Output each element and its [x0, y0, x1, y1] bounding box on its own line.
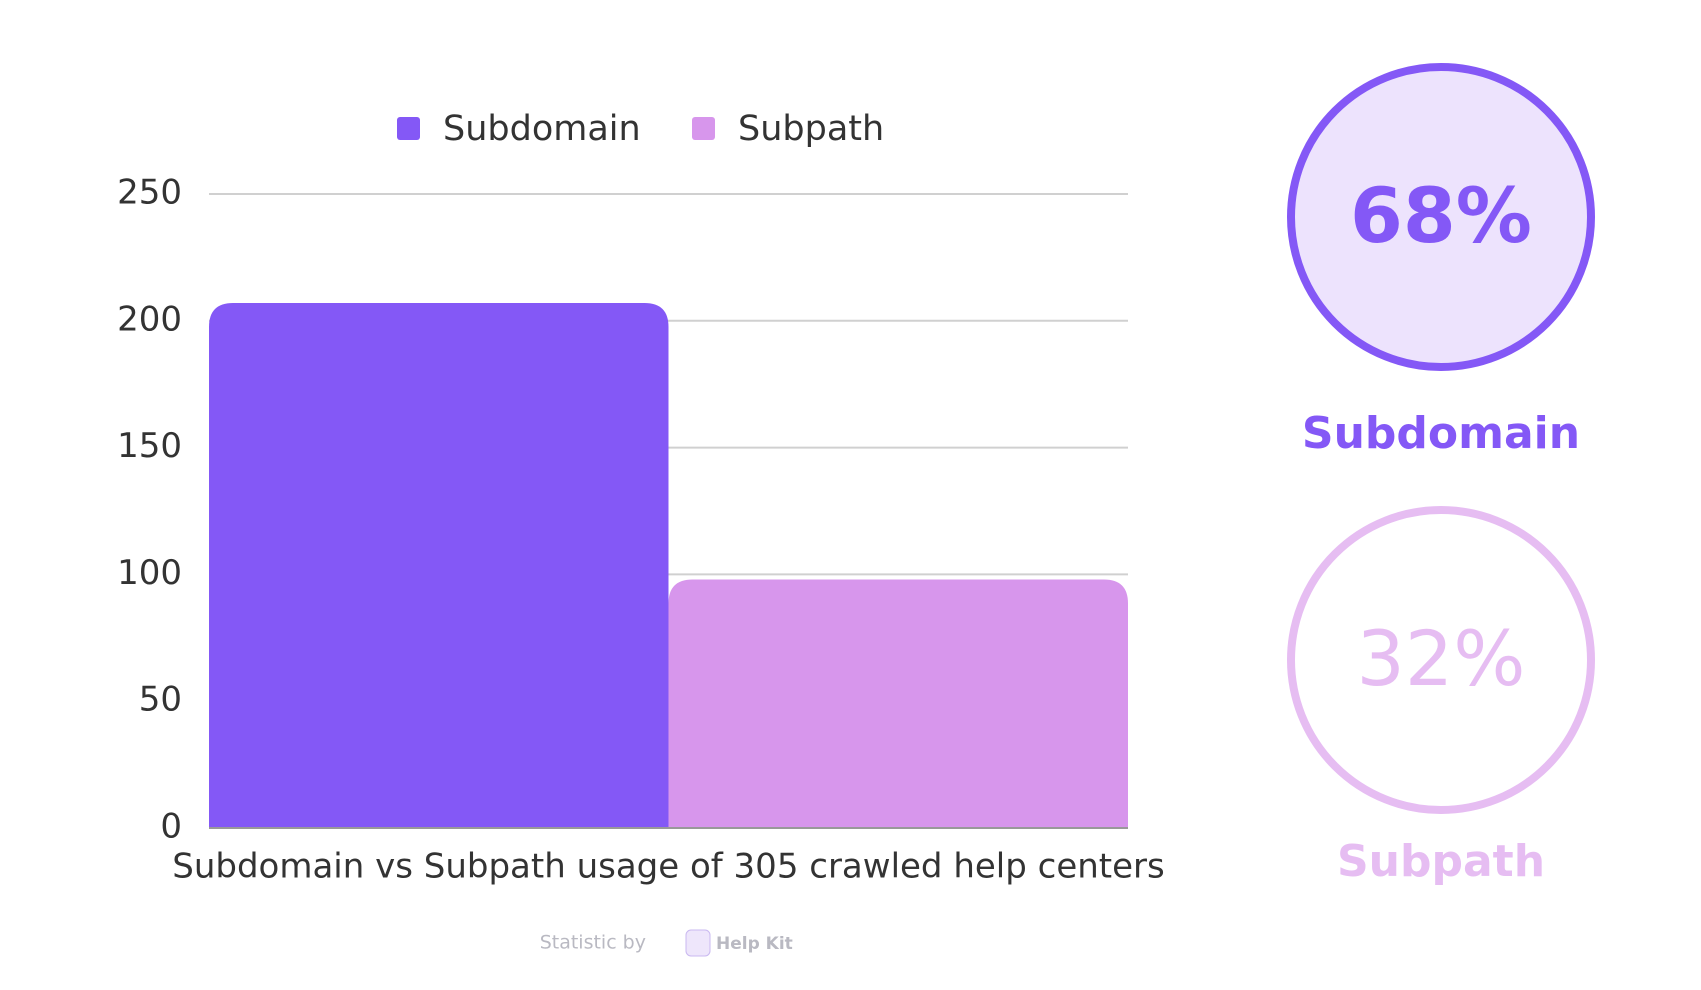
summary-label: Subdomain	[1302, 408, 1580, 459]
y-tick-label: 50	[139, 680, 182, 720]
legend-swatch	[397, 117, 420, 140]
summary-circle	[1287, 63, 1595, 371]
y-tick-label: 150	[117, 426, 182, 466]
y-tick-label: 100	[117, 553, 182, 593]
y-tick-label: 250	[117, 173, 182, 213]
bar	[668, 579, 1128, 828]
y-tick-label: 0	[160, 807, 182, 847]
summary-percent: 68%	[1350, 171, 1532, 260]
legend-label: Subdomain	[443, 109, 641, 149]
footer-brand: Help Kit	[716, 934, 793, 954]
legend-label: Subpath	[738, 109, 884, 149]
y-tick-label: 200	[117, 299, 182, 339]
x-tick-label: Subdomain vs Subpath usage of 305 crawle…	[172, 847, 1164, 887]
summary-percent: 32%	[1357, 614, 1526, 703]
legend-swatch	[692, 117, 715, 140]
summary-label: Subpath	[1337, 836, 1545, 887]
summary-circle	[1287, 506, 1595, 814]
bar	[209, 303, 669, 829]
footer-prefix: Statistic by	[540, 932, 646, 954]
footer-logo	[685, 929, 711, 957]
